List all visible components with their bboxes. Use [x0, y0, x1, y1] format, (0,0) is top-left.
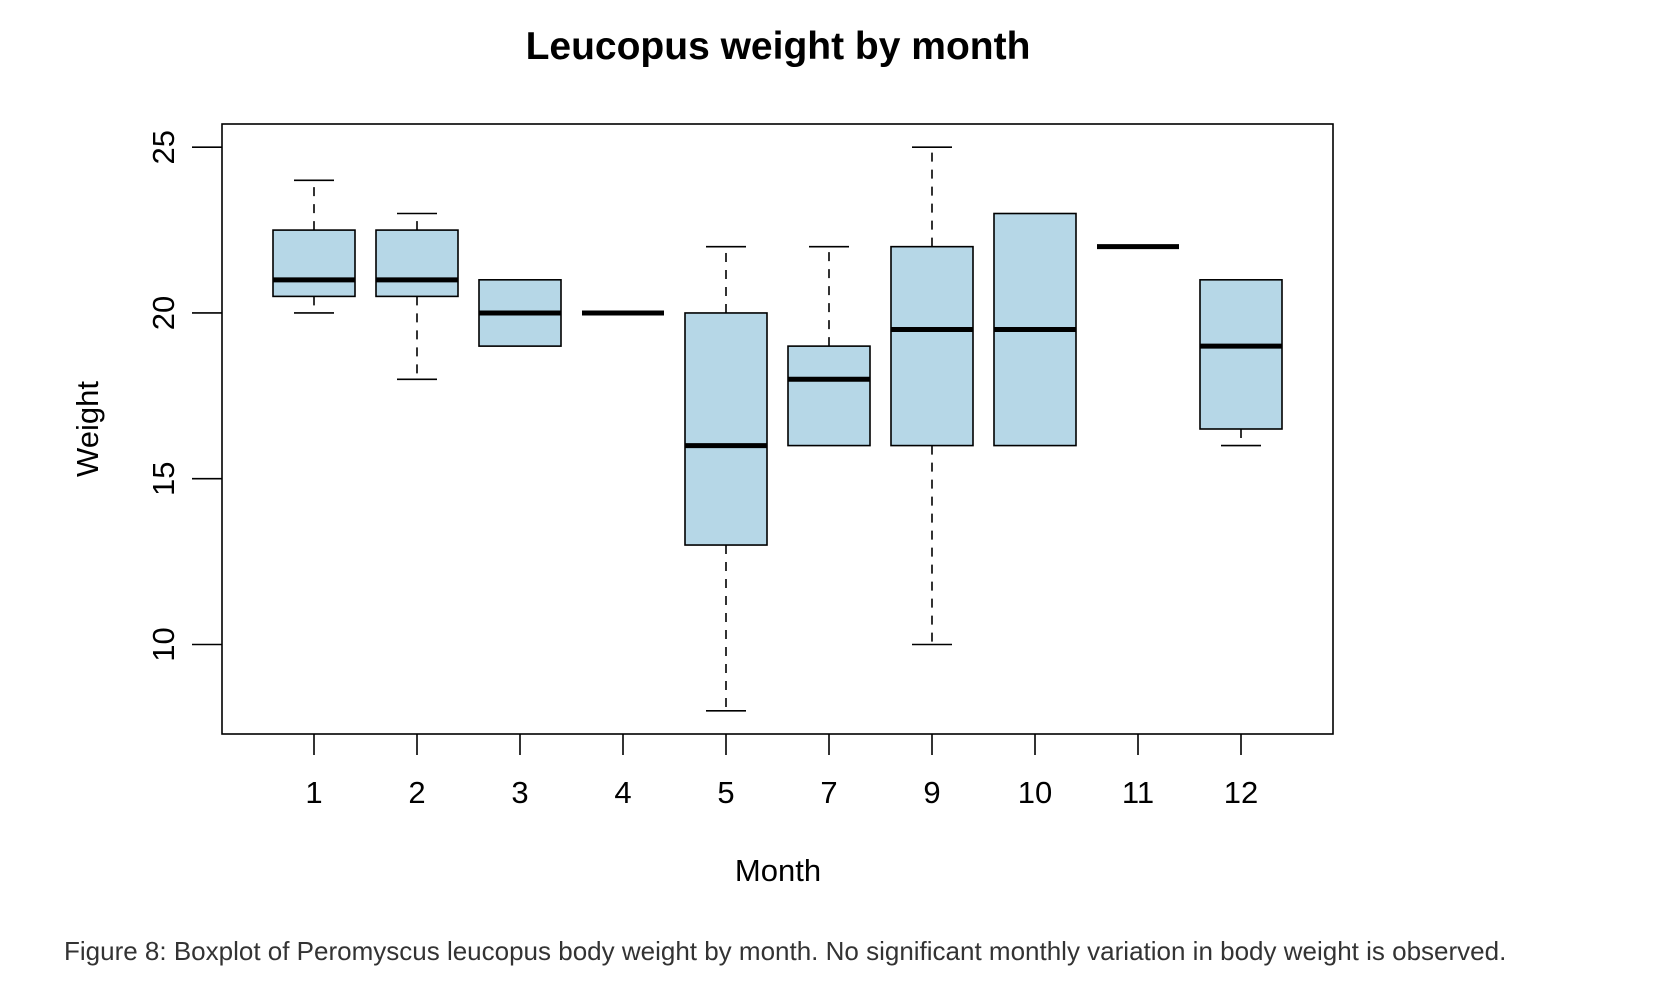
x-axis-label: Month: [735, 853, 821, 888]
x-axis: 1 2 3 4 5 7 9 10 11 12: [305, 734, 1258, 810]
x-tick-label: 12: [1224, 775, 1258, 810]
x-tick-label: 3: [511, 775, 528, 810]
y-tick-label: 15: [146, 461, 181, 495]
x-tick-label: 9: [923, 775, 940, 810]
box-month-9: [890, 146, 974, 646]
box-month-10: [993, 212, 1077, 447]
plot-frame: [221, 123, 1334, 735]
box-month-7: [787, 245, 871, 447]
y-tick-label: 25: [146, 130, 181, 164]
box-body: [890, 245, 974, 447]
box-body: [375, 229, 459, 298]
x-tick-label: 4: [614, 775, 631, 810]
chart-title: Leucopus weight by month: [526, 25, 1031, 68]
y-axis: 10 15 20 25: [146, 130, 222, 662]
box-month-5: [684, 245, 768, 712]
box-month-2: [375, 212, 459, 381]
figure-caption: Figure 8: Boxplot of Peromyscus leucopus…: [64, 936, 1507, 966]
box-body: [684, 312, 768, 546]
x-tick-label: 7: [820, 775, 837, 810]
box-month-1: [272, 179, 356, 314]
x-tick-label: 1: [305, 775, 322, 810]
y-tick-label: 10: [146, 627, 181, 661]
y-axis-label: Weight: [70, 381, 105, 477]
x-tick-label: 11: [1122, 775, 1154, 810]
x-tick-label: 5: [717, 775, 734, 810]
x-tick-label: 2: [408, 775, 425, 810]
box-month-12: [1199, 279, 1283, 447]
box-body: [272, 229, 356, 298]
x-tick-label: 10: [1018, 775, 1052, 810]
box-body: [1199, 279, 1283, 430]
box-group: [272, 146, 1283, 712]
y-tick-label: 20: [146, 296, 181, 330]
box-body: [787, 345, 871, 447]
box-month-3: [478, 279, 562, 347]
